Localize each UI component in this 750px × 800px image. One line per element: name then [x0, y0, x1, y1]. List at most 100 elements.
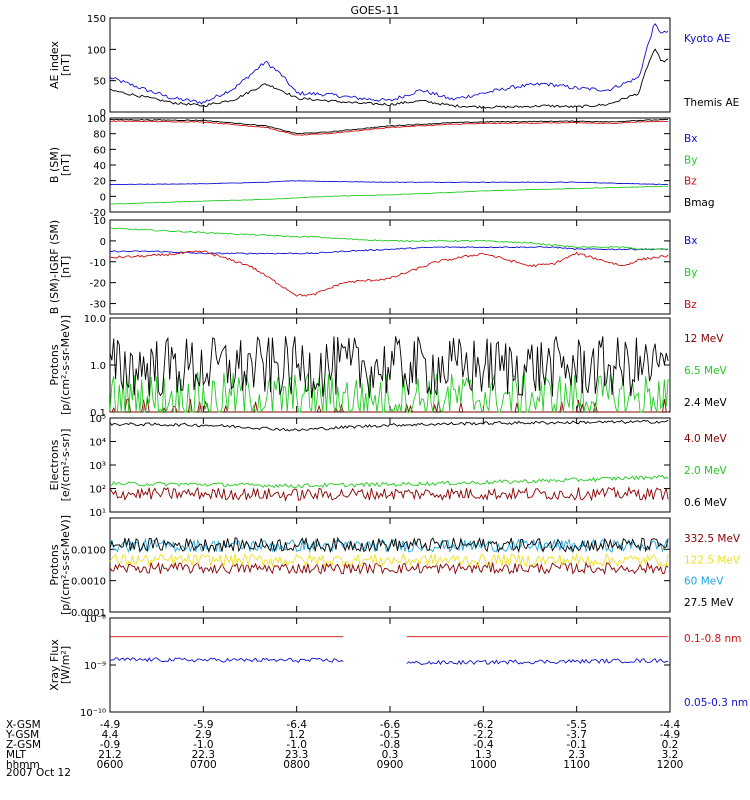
ephemeris-value: -3.7 [566, 729, 587, 741]
legend-entry: Kyoto AE [684, 33, 730, 45]
ephemeris-value: 0700 [190, 759, 217, 771]
ephemeris-row-label: X-GSM [6, 719, 41, 731]
y-axis-label: [W/m²] [59, 646, 72, 684]
y-axis-label: Electrons [48, 439, 61, 490]
ephemeris-value: -5.9 [193, 719, 214, 731]
ephemeris-value: -4.4 [660, 719, 681, 731]
series-line-bx [109, 180, 669, 186]
ephemeris-value: -0.1 [566, 739, 587, 751]
panel-frame [109, 417, 671, 513]
y-tick-label: 0.0100 [71, 545, 106, 556]
series-line-themis-ae [109, 48, 669, 109]
ephemeris-value: -1.0 [193, 739, 214, 751]
ephemeris-value: -0.9 [100, 739, 121, 751]
ephemeris-value: 2.3 [568, 749, 585, 761]
legend-entry: 2.0 MeV [684, 465, 728, 477]
series-line-0-6-mev [109, 419, 669, 432]
series-line-0-05-0-3-nm [109, 657, 344, 663]
legend-entry: 60 MeV [684, 576, 724, 588]
panel-frame [109, 219, 671, 315]
y-axis-label: Protons [48, 344, 61, 385]
legend-entry: Bz [684, 299, 697, 311]
y-tick-label: 1.0 [90, 361, 106, 372]
ephemeris-value: -2.2 [473, 729, 494, 741]
panel-frame [109, 117, 671, 213]
y-tick-label: 10⁻¹⁰ [80, 708, 106, 719]
y-axis-label: [nT] [59, 54, 72, 76]
y-tick-label: 10³ [89, 461, 106, 472]
ephemeris-table: X-GSM -4.9 -5.9 -6.4 -6.6 -6.2 -5.5 -4.4 Y-GSM 4.… [5, 719, 683, 771]
series-line-12-mev [110, 398, 669, 414]
ephemeris-value: -6.6 [380, 719, 401, 731]
legend-entry: 122.5 MeV [684, 554, 741, 566]
ephemeris-value: 22.3 [192, 749, 215, 761]
y-tick-label: 0 [100, 108, 106, 119]
y-axis-label: AE index [48, 40, 61, 89]
y-tick-label: 10⁻⁸ [84, 614, 106, 625]
series-line-332-5-mev [109, 561, 669, 576]
y-tick-label: 10⁴ [89, 438, 106, 449]
ephemeris-value: 2.9 [195, 729, 212, 741]
y-tick-label: 40 [93, 161, 106, 172]
ephemeris-value: 4.4 [102, 729, 119, 741]
panel-xray: 10⁻¹⁰ 10⁻⁹ 10⁻⁸ Xray Flux[W/m²] 0.1-0.8 nm 0.… [48, 614, 748, 719]
series-line-bz [109, 250, 669, 297]
y-tick-label: 0.1 [90, 408, 106, 419]
legend-entry: By [684, 267, 697, 279]
y-tick-label: 100 [87, 45, 106, 56]
series-line-0-05-0-3-nm [406, 658, 669, 666]
ephemeris-value: -6.2 [473, 719, 494, 731]
y-tick-label: 100 [87, 114, 106, 125]
legend-entry: 0.05-0.3 nm [684, 697, 748, 709]
plot-title: GOES-11 [350, 4, 399, 17]
series-line-bmag [109, 118, 669, 135]
ephemeris-value: 23.3 [285, 749, 308, 761]
y-tick-label: 50 [93, 77, 106, 88]
ephemeris-value: 21.2 [98, 749, 121, 761]
ephemeris-value: -0.4 [473, 739, 494, 751]
ephemeris-value: 0900 [377, 759, 404, 771]
series-line-bx [109, 246, 669, 255]
ephemeris-value: 0600 [97, 759, 124, 771]
panel-protons_low: 0.1 1.0 10.0 Protons[p/(cm²-s-sr-MeV)] 12 Me… [48, 314, 728, 419]
legend-entry: 332.5 MeV [684, 533, 741, 545]
ephemeris-row-label: hhmm [6, 759, 40, 771]
y-tick-label: 60 [93, 145, 106, 156]
y-tick-label: 80 [93, 130, 106, 141]
legend-entry: 0.1-0.8 nm [684, 633, 741, 645]
legend-entry: 6.5 MeV [684, 365, 728, 377]
panel-frame [109, 17, 671, 113]
y-tick-label: 10⁵ [89, 414, 106, 425]
y-tick-label: -10 [90, 258, 106, 269]
series-line-kyoto-ae [109, 23, 669, 105]
ephemeris-value: -4.9 [660, 729, 681, 741]
y-tick-label: 0 [100, 237, 106, 248]
panel-frame [109, 617, 671, 713]
series-line-6-5-mev [109, 371, 669, 414]
ephemeris-value: 0800 [283, 759, 310, 771]
series-line-by [110, 185, 669, 205]
panel-frame [109, 317, 671, 413]
ephemeris-value: 1000 [470, 759, 497, 771]
ephemeris-value: 1.3 [475, 749, 492, 761]
y-axis-label: B (SM) [48, 147, 61, 183]
ephemeris-row-label: Z-GSM [6, 739, 41, 751]
series-line-27-5-mev [109, 536, 669, 554]
ephemeris-row-label: Y-GSM [5, 729, 39, 741]
series-line-by [109, 227, 669, 251]
panel-electrons: 10¹ 10² 10³ 10⁴ 10⁵ Electrons[e/(cm²-s-sr)] 4.… [48, 414, 728, 519]
y-tick-label: -30 [90, 300, 106, 311]
legend-entry: Bmag [684, 197, 715, 209]
series-line-122-5-mev [109, 552, 669, 568]
y-tick-label: 10.0 [84, 314, 106, 325]
y-axis-label: B (SM)-IGRF (SM) [48, 220, 61, 314]
y-tick-label: 10⁻⁹ [84, 661, 106, 672]
legend-entry: Bx [684, 235, 697, 247]
y-tick-label: 0.0001 [71, 608, 106, 619]
ephemeris-value: 1.2 [288, 729, 305, 741]
y-tick-label: 0 [100, 192, 106, 203]
series-line-4-0-mev [109, 486, 669, 502]
ephemeris-value: -1.0 [286, 739, 307, 751]
y-tick-label: 10¹ [89, 508, 106, 519]
